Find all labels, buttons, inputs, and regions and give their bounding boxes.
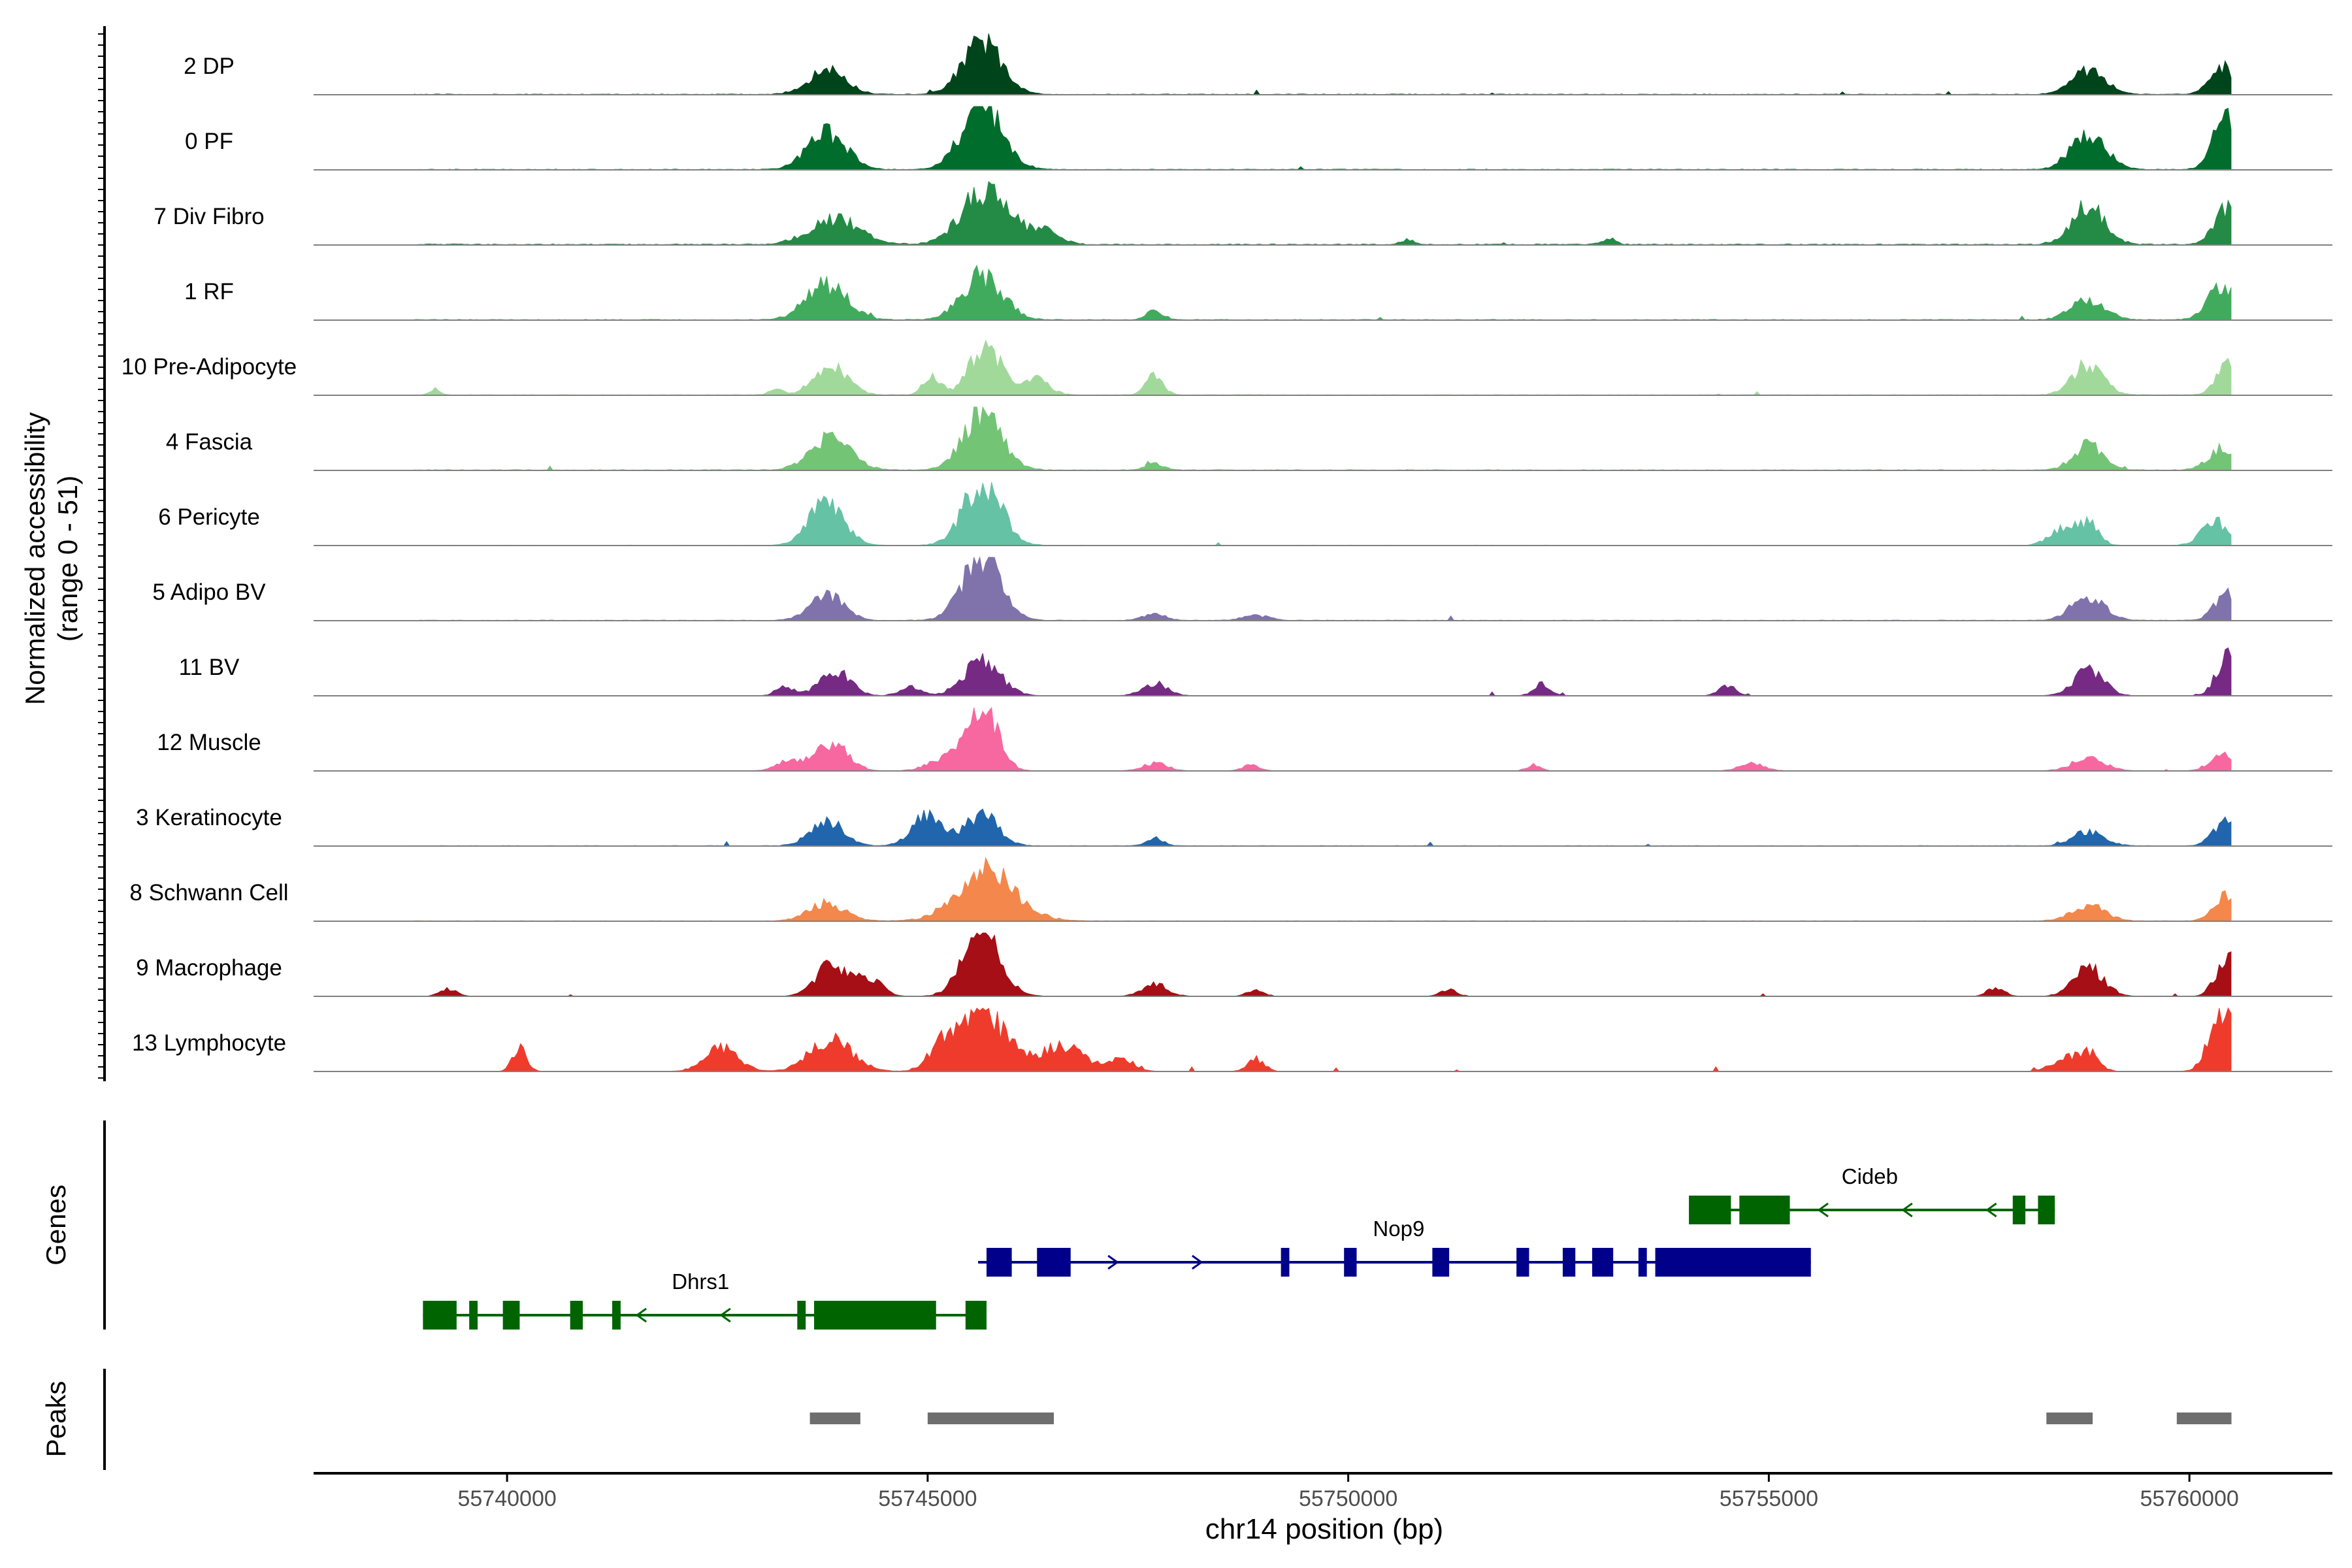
y-axis <box>98 26 106 1081</box>
track-label: 12 Muscle <box>157 730 261 755</box>
strand-arrow-icon <box>1901 1202 1913 1218</box>
gene-exon <box>1562 1248 1576 1277</box>
y-axis-title-line2: (range 0 - 51) <box>52 476 83 642</box>
track-label: 0 PF <box>185 129 233 154</box>
gene-cideb: Cideb <box>1689 1164 2055 1224</box>
x-tick-label: 55745000 <box>878 1486 977 1511</box>
peak-region <box>927 1413 1054 1424</box>
gene-exon <box>1516 1248 1529 1277</box>
x-axis-ticks: 55740000 55745000 55750000 55755000 55760000 <box>457 1473 2239 1511</box>
track-13-lymphocyte: 13 Lymphocyte <box>132 1007 2332 1072</box>
gene-exon <box>612 1301 621 1330</box>
gene-exon <box>1344 1248 1357 1277</box>
gene-exon <box>570 1301 583 1330</box>
track-6-pericyte: 6 Pericyte <box>158 482 2332 546</box>
gene-exon <box>1037 1248 1071 1277</box>
track-8-schwann-cell: 8 Schwann Cell <box>129 857 2332 922</box>
gene-exon <box>797 1301 806 1330</box>
track-3-keratinocyte: 3 Keratinocyte <box>136 805 2332 847</box>
gene-exon <box>1739 1196 1790 1224</box>
peaks-track-label: Peaks <box>41 1381 71 1458</box>
track-11-bv: 11 BV <box>179 647 2332 696</box>
gene-exon <box>965 1301 987 1330</box>
track-10-pre-adipocyte: 10 Pre-Adipocyte <box>122 339 2332 396</box>
gene-label: Cideb <box>1842 1164 1898 1188</box>
gene-exon <box>1638 1248 1647 1277</box>
peak-region <box>809 1413 860 1424</box>
gene-exon <box>2038 1196 2055 1224</box>
track-1-rf: 1 RF <box>184 265 2332 321</box>
x-tick-label: 55755000 <box>1720 1486 1818 1511</box>
gene-exon <box>1432 1248 1450 1277</box>
peak-region <box>2176 1413 2232 1424</box>
strand-arrow-icon <box>1985 1202 1997 1218</box>
genes-track-label: Genes <box>41 1184 71 1266</box>
track-5-adipo-bv: 5 Adipo BV <box>152 556 2332 621</box>
track-label: 8 Schwann Cell <box>129 880 288 906</box>
track-2-dp: 2 DP <box>184 33 2332 95</box>
track-7-div-fibro: 7 Div Fibro <box>154 181 2332 246</box>
track-4-fascia: 4 Fascia <box>166 406 2332 471</box>
gene-exon <box>1655 1248 1811 1277</box>
peak-track <box>809 1413 2232 1424</box>
strand-arrow-icon <box>1817 1202 1829 1218</box>
gene-exon <box>502 1301 520 1330</box>
track-label: 11 BV <box>179 655 240 680</box>
track-9-macrophage: 9 Macrophage <box>136 932 2332 997</box>
gene-exon <box>423 1301 457 1330</box>
gene-dhrs1: Dhrs1 <box>423 1269 987 1330</box>
track-label: 13 Lymphocyte <box>132 1030 286 1056</box>
track-label: 2 DP <box>184 54 235 79</box>
track-12-muscle: 12 Muscle <box>157 706 2332 772</box>
peak-region <box>2046 1413 2093 1424</box>
coverage-tracks: 2 DP 0 PF 7 Div Fibro 1 RF 10 Pre-Adipocyte 4… <box>122 33 2332 1072</box>
gene-exon <box>814 1301 936 1330</box>
track-label: 5 Adipo BV <box>152 580 266 605</box>
gene-exon <box>1281 1248 1290 1277</box>
strand-arrow-icon <box>635 1307 647 1323</box>
gene-exon <box>469 1301 478 1330</box>
gene-exon <box>2012 1196 2026 1224</box>
x-tick-label: 55760000 <box>2140 1486 2238 1511</box>
track-label: 7 Div Fibro <box>154 204 264 229</box>
gene-exon <box>987 1248 1012 1277</box>
track-label: 10 Pre-Adipocyte <box>122 354 297 380</box>
track-0-pf: 0 PF <box>185 106 2332 171</box>
x-tick-label: 55740000 <box>457 1486 556 1511</box>
gene-track: Dhrs1 Nop9 Cideb <box>423 1164 2055 1330</box>
track-label: 3 Keratinocyte <box>136 805 282 830</box>
gene-label: Dhrs1 <box>672 1269 729 1294</box>
x-axis-title: chr14 position (bp) <box>1205 1513 1443 1545</box>
y-axis-title-line1: Normalized accessibility <box>20 412 50 705</box>
strand-arrow-icon <box>1192 1254 1203 1270</box>
track-label: 9 Macrophage <box>136 955 282 981</box>
gene-exon <box>1592 1248 1614 1277</box>
gene-nop9: Nop9 <box>978 1217 1811 1277</box>
track-label: 6 Pericyte <box>158 504 260 530</box>
gene-label: Nop9 <box>1373 1217 1424 1241</box>
strand-arrow-icon <box>1107 1254 1119 1270</box>
track-label: 1 RF <box>184 279 234 304</box>
x-tick-label: 55750000 <box>1299 1486 1397 1511</box>
gene-exon <box>1689 1196 1731 1224</box>
track-label: 4 Fascia <box>166 429 253 455</box>
strand-arrow-icon <box>719 1307 731 1323</box>
